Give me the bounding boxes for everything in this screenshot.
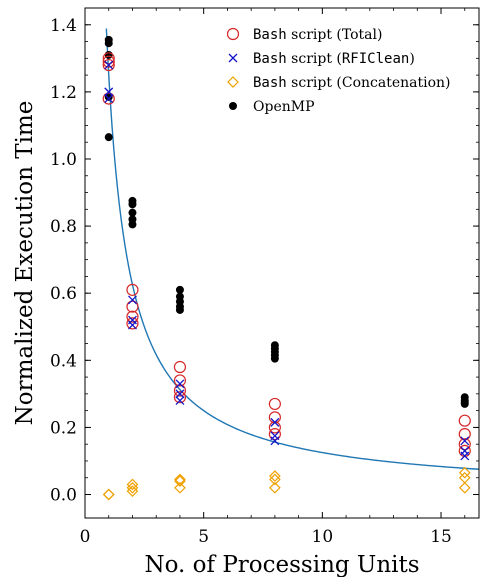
data-point <box>175 305 184 314</box>
legend: Bash script (Total) Bash script (RFIClean… <box>226 27 451 115</box>
y-axis-label: Normalized Execution Time <box>12 101 38 426</box>
legend-entry: Bash script (RFIClean) <box>253 51 415 67</box>
data-point <box>102 55 115 68</box>
y-tick-label: 0.0 <box>50 486 77 506</box>
x-tick-label: 0 <box>80 527 91 547</box>
data-point <box>173 374 187 387</box>
data-point <box>175 379 185 389</box>
data-point <box>104 94 114 104</box>
data-point <box>458 428 471 441</box>
data-point <box>269 470 281 482</box>
legend-entry: Bash script (Concatenation) <box>253 75 451 91</box>
data-point <box>270 417 280 427</box>
data-point <box>102 92 115 105</box>
data-point <box>104 92 113 101</box>
data-point <box>102 58 115 72</box>
data-point <box>126 283 139 296</box>
data-point <box>270 436 280 446</box>
data-point <box>268 397 281 411</box>
data-point <box>104 60 114 70</box>
y-tick-label: 0.6 <box>50 284 77 304</box>
plot-frame <box>84 7 480 519</box>
x-tick-label: 10 <box>312 527 334 547</box>
plot-area <box>102 28 480 501</box>
data-point <box>128 295 137 305</box>
data-point <box>104 50 113 59</box>
data-point <box>270 354 279 363</box>
data-point <box>174 475 186 487</box>
y-tick-label: 0.2 <box>50 418 77 438</box>
y-tick-label: 1.4 <box>50 16 77 36</box>
data-point <box>128 220 137 229</box>
legend-entry: Bash script (Total) <box>253 27 382 43</box>
data-point <box>126 300 139 313</box>
data-point <box>104 39 113 48</box>
data-point <box>458 481 471 494</box>
y-tick-label: 0.4 <box>50 351 77 371</box>
legend-entry: OpenMP <box>253 99 315 115</box>
data-point <box>268 428 281 441</box>
data-point <box>102 52 115 65</box>
data-point <box>460 451 470 461</box>
data-point <box>268 421 281 434</box>
data-point <box>460 436 470 446</box>
data-point <box>174 481 186 494</box>
x-axis-label: No. of Processing Units <box>144 552 419 577</box>
data-point <box>126 485 139 498</box>
data-point <box>175 389 185 399</box>
data-point <box>460 399 469 408</box>
y-tick-label: 1.0 <box>50 150 77 170</box>
axes: 0.0 0.2 0.4 0.6 0.8 1.0 1.2 1.4 0 5 10 15 <box>50 7 480 547</box>
data-point <box>102 488 115 501</box>
data-point <box>173 391 187 404</box>
fit-curve <box>105 28 480 470</box>
data-point <box>458 414 471 427</box>
data-point <box>173 384 187 397</box>
data-point <box>126 478 139 491</box>
legend-marker <box>227 76 239 88</box>
data-point <box>175 396 185 406</box>
y-tick-label: 0.8 <box>50 217 77 237</box>
data-point <box>104 87 114 97</box>
data-point <box>128 208 137 217</box>
data-point <box>126 317 139 330</box>
x-tick-label: 5 <box>198 527 209 547</box>
legend-marker <box>228 53 238 63</box>
data-point <box>458 466 471 479</box>
data-point <box>128 200 137 209</box>
data-point <box>269 473 281 486</box>
data-point <box>102 488 115 501</box>
x-tick-label: 15 <box>430 527 452 547</box>
data-point <box>268 411 281 424</box>
legend-marker <box>226 27 240 41</box>
data-point <box>104 133 113 142</box>
data-point <box>174 473 186 486</box>
data-point <box>175 285 184 294</box>
y-tick-label: 1.2 <box>50 83 77 103</box>
data-point <box>126 481 139 494</box>
legend-marker <box>229 102 237 110</box>
data-point <box>126 310 139 323</box>
data-point <box>458 438 471 451</box>
data-point <box>173 360 187 374</box>
data-point <box>128 320 137 330</box>
data-point <box>269 481 281 494</box>
